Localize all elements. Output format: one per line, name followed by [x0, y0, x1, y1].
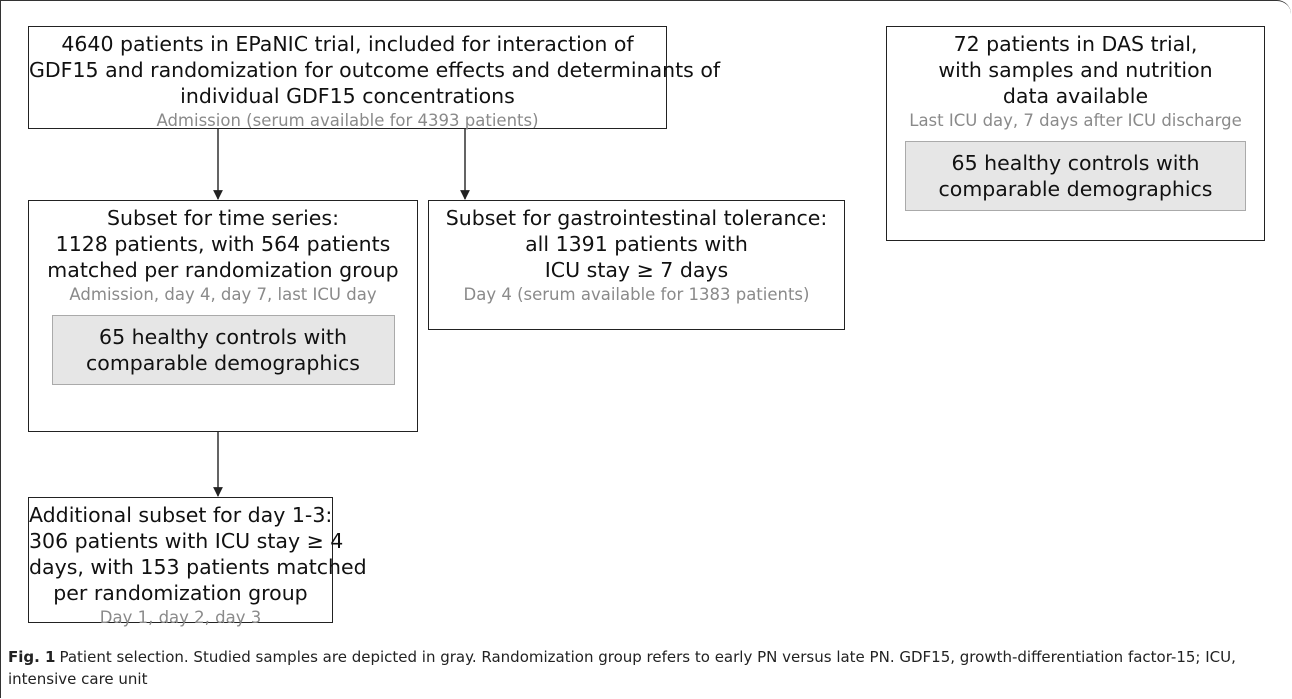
control-box: 65 healthy controls with comparable demog… — [905, 141, 1246, 211]
control-text: 65 healthy controls with — [99, 325, 347, 349]
box-note: Day 1, day 2, day 3 — [99, 608, 262, 627]
flow-box: Subset for gastrointestinal tolerance: al… — [428, 200, 845, 330]
box-text: all 1391 patients with — [525, 232, 748, 256]
control-box: 65 healthy controls with comparable demog… — [51, 315, 395, 385]
control-text: comparable demographics — [938, 177, 1213, 201]
caption-text: Patient selection. Studied samples are d… — [8, 648, 1236, 688]
box-note: Admission, day 4, day 7, last ICU day — [69, 285, 377, 304]
box-text: 1128 patients, with 564 patients — [55, 232, 391, 256]
flow-box: Additional subset for day 1-3: 306 patien… — [28, 497, 367, 627]
box-text: Additional subset for day 1-3: — [29, 503, 333, 527]
box-text: per randomization group — [53, 581, 308, 605]
box-note: Last ICU day, 7 days after ICU discharge — [909, 111, 1242, 130]
box-text: ICU stay ≥ 7 days — [544, 258, 729, 282]
caption-label: Fig. 1 — [8, 648, 56, 666]
control-text: comparable demographics — [86, 351, 360, 375]
caption: Fig. 1 Patient selection. Studied samples… — [8, 646, 1278, 690]
box-text: 4640 patients in EPaNIC trial, included … — [61, 32, 634, 56]
box-text: days, with 153 patients matched — [29, 555, 367, 579]
flow-box: Subset for time series: 1128 patients, wi… — [28, 200, 418, 432]
box-text: data available — [1002, 84, 1149, 108]
box-text: matched per randomization group — [47, 258, 399, 282]
box-text: with samples and nutrition — [938, 58, 1213, 82]
box-text: individual GDF15 concentrations — [180, 84, 515, 108]
box-text: GDF15 and randomization for outcome effe… — [29, 58, 721, 82]
flow-box: 72 patients in DAS trial, with samples an… — [886, 26, 1265, 241]
box-text: Subset for gastrointestinal tolerance: — [445, 206, 828, 230]
box-note: Admission (serum available for 4393 pati… — [156, 111, 539, 130]
box-text: Subset for time series: — [106, 206, 340, 230]
flow-box: 4640 patients in EPaNIC trial, included … — [28, 26, 721, 130]
control-text: 65 healthy controls with — [951, 151, 1200, 175]
box-text: 72 patients in DAS trial, — [953, 32, 1198, 56]
box-note: Day 4 (serum available for 1383 patients… — [463, 285, 810, 304]
box-text: 306 patients with ICU stay ≥ 4 — [29, 529, 344, 553]
